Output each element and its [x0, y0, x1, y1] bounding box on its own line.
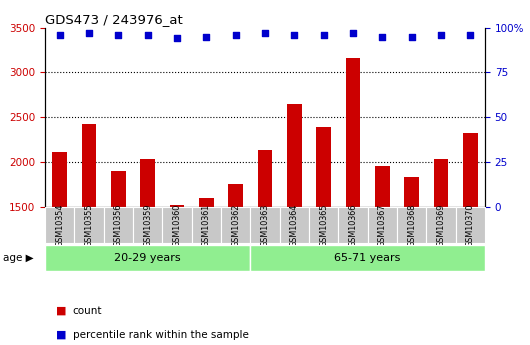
Bar — [250, 245, 485, 271]
Point — [261, 30, 269, 36]
Bar — [140, 159, 155, 342]
Text: GSM10361: GSM10361 — [202, 204, 211, 247]
Text: GSM10356: GSM10356 — [114, 204, 123, 247]
Text: GSM10360: GSM10360 — [173, 204, 181, 247]
Text: GSM10368: GSM10368 — [407, 204, 416, 247]
Bar — [192, 207, 221, 243]
Point — [320, 32, 328, 38]
Point — [378, 34, 386, 39]
Text: count: count — [73, 306, 102, 315]
Point — [290, 32, 298, 38]
Bar — [104, 207, 133, 243]
Bar — [463, 134, 478, 342]
Point — [202, 34, 210, 39]
Bar — [434, 159, 448, 342]
Bar — [45, 207, 74, 243]
Bar — [199, 198, 214, 342]
Bar — [426, 207, 456, 243]
Text: 20-29 years: 20-29 years — [114, 253, 181, 263]
Bar — [221, 207, 250, 243]
Point — [114, 32, 122, 38]
Bar — [133, 207, 162, 243]
Text: GSM10367: GSM10367 — [378, 204, 387, 247]
Bar — [456, 207, 485, 243]
Bar — [280, 207, 309, 243]
Bar — [74, 207, 104, 243]
Text: GSM10369: GSM10369 — [437, 204, 445, 247]
Bar — [52, 152, 67, 342]
Bar — [316, 127, 331, 342]
Bar — [309, 207, 338, 243]
Bar — [368, 207, 397, 243]
Point — [173, 36, 181, 41]
Text: age ▶: age ▶ — [3, 253, 33, 263]
Bar — [45, 245, 250, 271]
Text: GSM10359: GSM10359 — [143, 203, 152, 247]
Bar — [375, 166, 390, 342]
Bar — [397, 207, 426, 243]
Text: ■: ■ — [56, 330, 66, 339]
Text: ■: ■ — [56, 306, 66, 315]
Text: GSM10354: GSM10354 — [55, 204, 64, 247]
Bar — [250, 207, 280, 243]
Text: GSM10362: GSM10362 — [231, 204, 240, 247]
Bar — [258, 150, 272, 342]
Point — [56, 32, 64, 38]
Bar — [287, 104, 302, 342]
Bar — [228, 184, 243, 342]
Point — [232, 32, 240, 38]
Text: GSM10370: GSM10370 — [466, 204, 475, 247]
Bar — [338, 207, 368, 243]
Text: 65-71 years: 65-71 years — [334, 253, 401, 263]
Text: GSM10364: GSM10364 — [290, 204, 299, 247]
Point — [437, 32, 445, 38]
Bar — [346, 58, 360, 342]
Text: GSM10365: GSM10365 — [319, 204, 328, 247]
Point — [144, 32, 152, 38]
Bar — [404, 177, 419, 342]
Text: GSM10366: GSM10366 — [349, 204, 357, 247]
Text: GSM10355: GSM10355 — [85, 203, 93, 247]
Text: GSM10363: GSM10363 — [261, 204, 269, 247]
Point — [466, 32, 474, 38]
Text: percentile rank within the sample: percentile rank within the sample — [73, 330, 249, 339]
Point — [85, 30, 93, 36]
Text: GDS473 / 243976_at: GDS473 / 243976_at — [45, 13, 183, 27]
Point — [349, 30, 357, 36]
Bar — [162, 207, 192, 243]
Bar — [111, 171, 126, 342]
Point — [408, 34, 416, 39]
Bar — [170, 205, 184, 342]
Bar — [82, 124, 96, 342]
